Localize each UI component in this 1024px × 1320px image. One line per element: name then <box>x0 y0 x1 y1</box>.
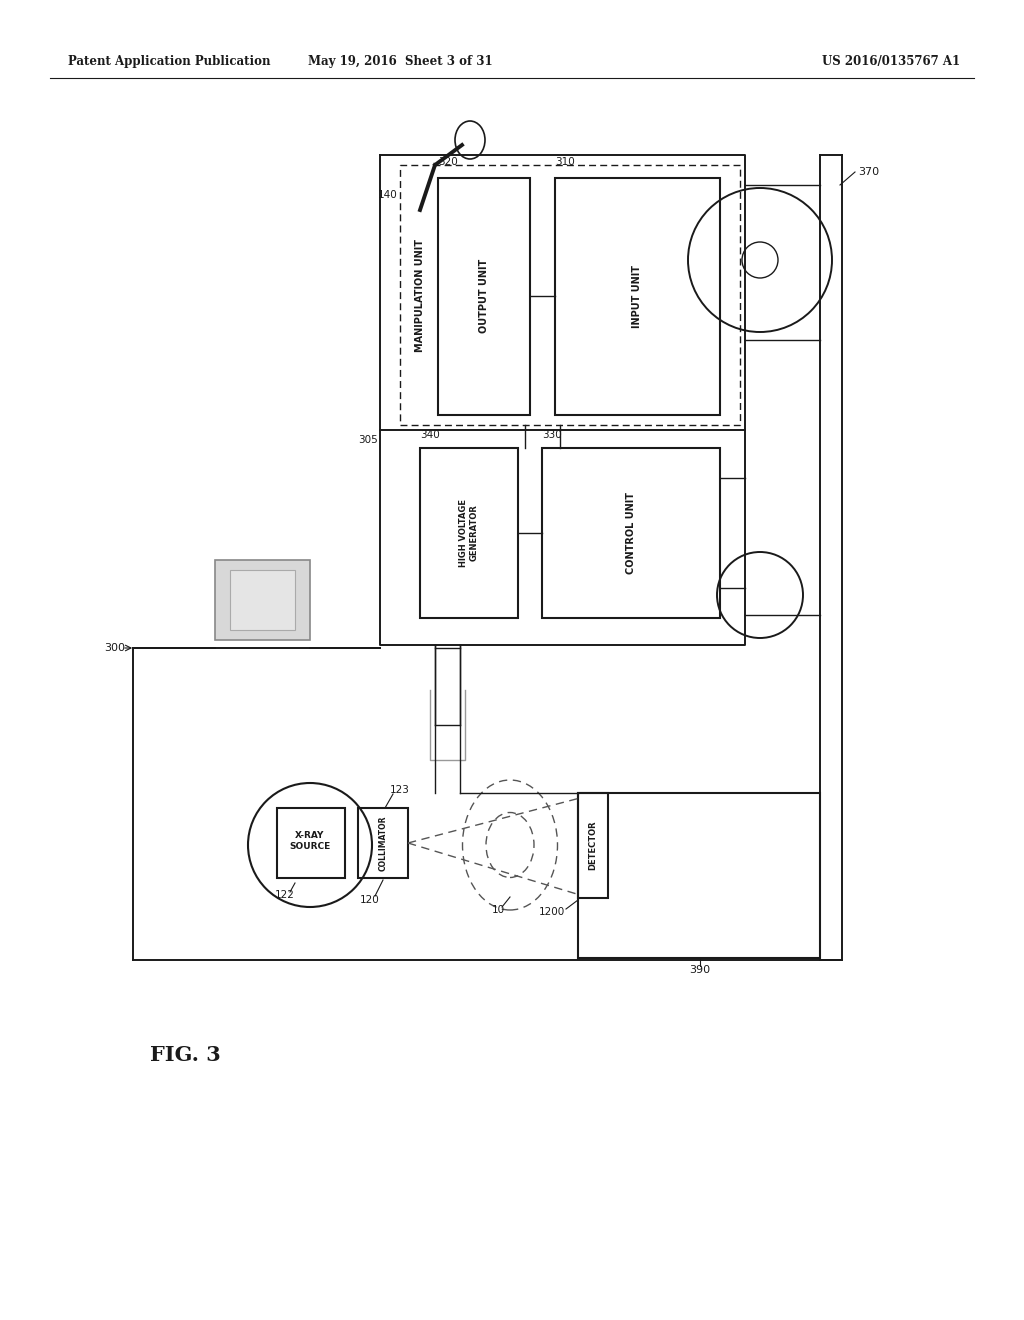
Text: 1200: 1200 <box>539 907 565 917</box>
Text: Patent Application Publication: Patent Application Publication <box>68 55 270 69</box>
Text: OUTPUT UNIT: OUTPUT UNIT <box>479 259 489 333</box>
Bar <box>230 570 295 630</box>
Bar <box>215 560 310 640</box>
Text: HIGH VOLTAGE
GENERATOR: HIGH VOLTAGE GENERATOR <box>460 499 478 568</box>
Bar <box>542 447 720 618</box>
Text: 310: 310 <box>555 157 574 168</box>
Text: 10: 10 <box>492 906 505 915</box>
Bar <box>420 447 518 618</box>
Text: DETECTOR: DETECTOR <box>589 820 597 870</box>
Text: X-RAY
SOURCE: X-RAY SOURCE <box>290 832 331 850</box>
Bar <box>358 808 408 878</box>
Text: MANIPULATION UNIT: MANIPULATION UNIT <box>415 239 425 351</box>
Bar <box>438 178 530 414</box>
Text: 120: 120 <box>360 895 380 906</box>
Text: 123: 123 <box>390 785 410 795</box>
Text: 140: 140 <box>378 190 398 201</box>
Bar <box>578 793 820 958</box>
Text: 330: 330 <box>542 430 562 440</box>
Bar <box>278 808 345 878</box>
Text: 390: 390 <box>689 965 711 975</box>
Text: US 2016/0135767 A1: US 2016/0135767 A1 <box>822 55 961 69</box>
Text: 320: 320 <box>438 157 458 168</box>
Bar <box>578 793 608 898</box>
Text: May 19, 2016  Sheet 3 of 31: May 19, 2016 Sheet 3 of 31 <box>307 55 493 69</box>
Text: COLLIMATOR: COLLIMATOR <box>379 816 387 871</box>
Text: FIG. 3: FIG. 3 <box>150 1045 221 1065</box>
Text: 370: 370 <box>858 168 880 177</box>
Text: 300: 300 <box>104 643 125 653</box>
Text: 122: 122 <box>275 890 295 900</box>
Text: INPUT UNIT: INPUT UNIT <box>632 264 642 327</box>
Text: CONTROL UNIT: CONTROL UNIT <box>626 492 636 574</box>
Bar <box>555 178 720 414</box>
Text: 340: 340 <box>420 430 439 440</box>
Bar <box>400 165 740 425</box>
Text: 305: 305 <box>358 436 378 445</box>
